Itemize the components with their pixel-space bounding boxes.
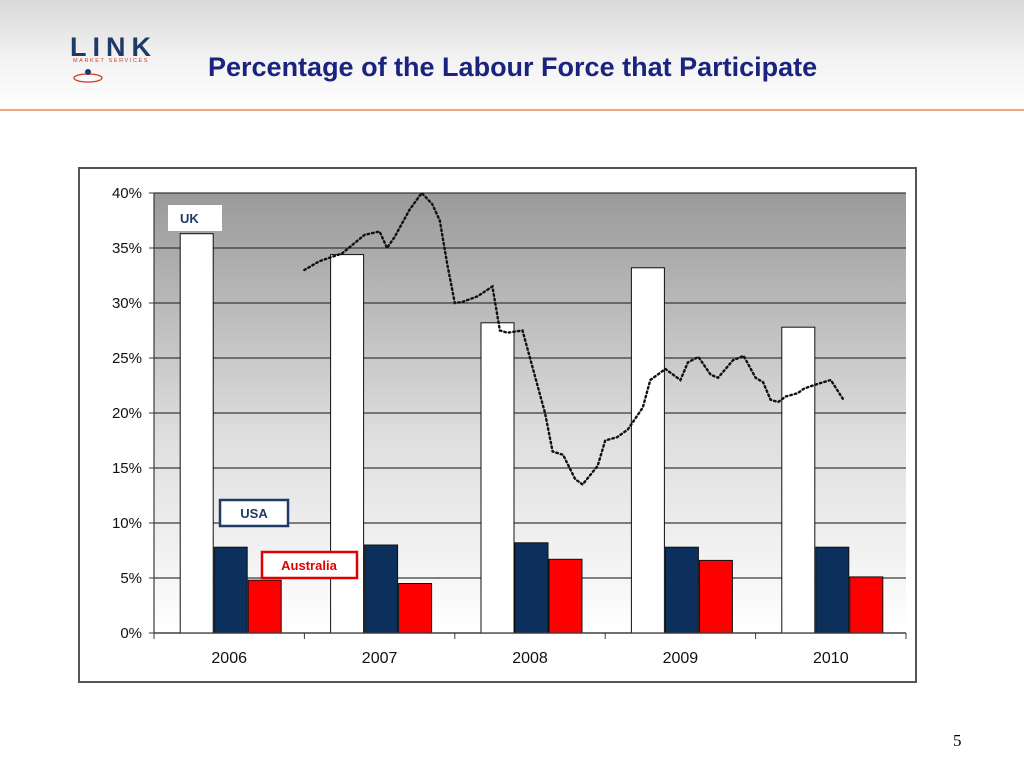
logo-subtitle: MARKET SERVICES	[73, 58, 150, 64]
x-tick-label: 2006	[211, 650, 247, 667]
bar-uk	[179, 233, 214, 634]
y-tick-label: 10%	[112, 515, 142, 532]
bar-australia	[849, 576, 884, 634]
company-logo: LINK MARKET SERVICES	[68, 32, 168, 88]
logo-wordmark: LINK	[70, 32, 157, 62]
usa-label: USA	[240, 506, 268, 521]
bar-australia	[247, 579, 282, 634]
bar-australia	[698, 559, 733, 634]
uk-label: UK	[180, 211, 199, 226]
bar-uk	[781, 326, 816, 634]
australia-label: Australia	[281, 558, 337, 573]
y-tick-label: 35%	[112, 240, 142, 257]
page-title: Percentage of the Labour Force that Part…	[208, 52, 818, 82]
page-number: 5	[953, 731, 962, 750]
bar-usa	[514, 542, 549, 634]
x-tick-label: 2009	[663, 650, 699, 667]
dotted-trend-line	[303, 191, 844, 487]
usa-label-box	[218, 498, 290, 528]
x-tick-label: 2010	[813, 650, 849, 667]
bar-australia	[398, 583, 433, 634]
y-tick-label: 30%	[112, 295, 142, 312]
bar-australia	[548, 558, 583, 634]
y-tick-label: 5%	[120, 570, 142, 587]
y-tick-label: 25%	[112, 350, 142, 367]
y-tick-label: 15%	[112, 460, 142, 477]
x-tick-label: 2007	[362, 650, 398, 667]
slide-header	[0, 0, 1024, 110]
logo-ring-icon	[73, 69, 103, 83]
y-tick-label: 40%	[112, 185, 142, 202]
bar-usa	[664, 546, 699, 634]
chart-frame: 0% 5% 10% 15% 20% 25% 30% 35% 40% 2006 2007 2008 200…	[78, 167, 917, 683]
bar-usa	[364, 544, 399, 634]
bar-uk	[630, 267, 665, 634]
y-tick-label: 20%	[112, 405, 142, 422]
y-tick-label: 0%	[120, 625, 142, 642]
bar-usa	[213, 546, 248, 634]
australia-label-box	[260, 550, 359, 580]
bar-usa	[815, 546, 850, 634]
bar-uk	[480, 322, 515, 634]
bar-chart: 0% 5% 10% 15% 20% 25% 30% 35% 40% 2006 2007 2008 200…	[112, 185, 907, 667]
uk-label-box	[168, 205, 222, 231]
x-tick-label: 2008	[512, 650, 548, 667]
header-divider	[0, 109, 1024, 111]
